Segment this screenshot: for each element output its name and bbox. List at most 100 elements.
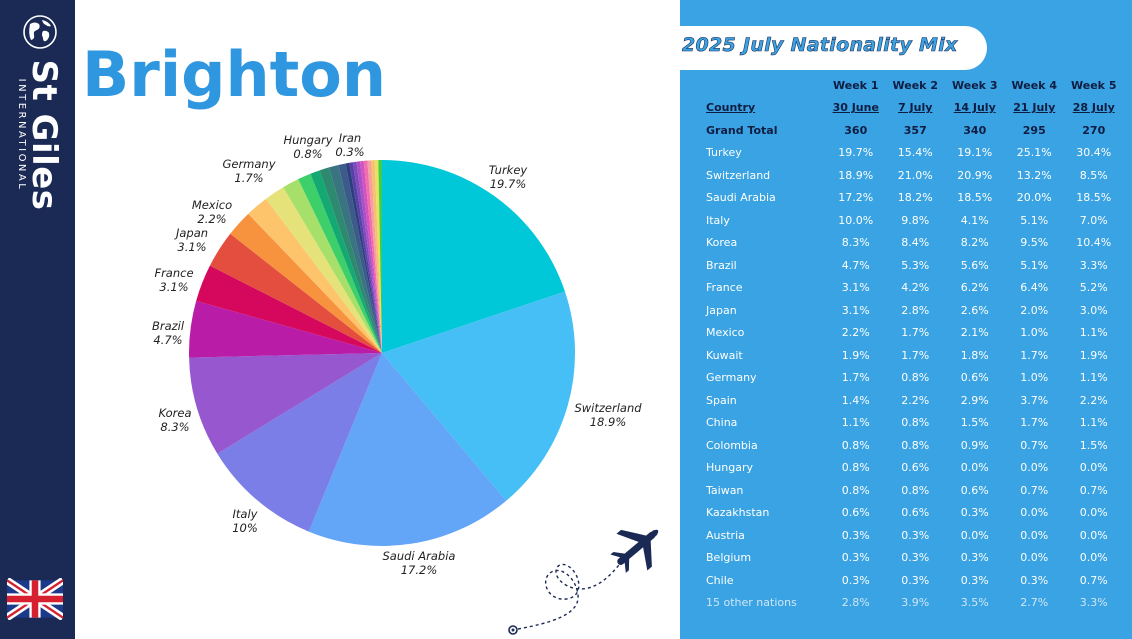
pct-value: 0.6%	[901, 461, 930, 475]
pct-value: 0.6%	[841, 506, 870, 520]
pie-slice-spain	[283, 179, 382, 353]
pct-value: 2.2%	[841, 326, 870, 340]
pie-label-name: Mexico	[192, 198, 232, 212]
table-row: Chile 0.3% 0.3% 0.3% 0.3% 0.7%	[700, 569, 1124, 592]
date-header: 7 July	[898, 101, 933, 115]
pct-value: 6.2%	[960, 281, 989, 295]
data-panel	[680, 0, 1132, 639]
pct-value: 1.8%	[960, 348, 989, 362]
pie-label-pct: 3.1%	[177, 240, 206, 254]
pct-value: 17.2%	[838, 191, 874, 205]
table-row: Kuwait 1.9% 1.7% 1.8% 1.7% 1.9%	[700, 344, 1124, 367]
pie-label-pct: 18.9%	[590, 415, 627, 429]
pct-value: 0.6%	[960, 371, 989, 385]
pct-value: 3.5%	[960, 596, 989, 610]
pct-value: 0.3%	[1020, 573, 1049, 587]
pie-label-pct: 4.7%	[153, 333, 182, 347]
pct-value: 0.0%	[1020, 528, 1049, 542]
date-header: 21 July	[1013, 101, 1056, 115]
country-name: Italy	[706, 213, 730, 227]
pct-value: 1.1%	[1079, 416, 1108, 430]
pct-value: 2.8%	[841, 596, 870, 610]
pct-value: 5.1%	[1020, 213, 1049, 227]
pct-value: 0.8%	[901, 416, 930, 430]
table-row: Japan 3.1% 2.8% 2.6% 2.0% 3.0%	[700, 299, 1124, 322]
pie-slice-switzerland	[382, 291, 575, 501]
pie-label-name: Germany	[222, 157, 275, 171]
pct-value: 0.0%	[1020, 551, 1049, 565]
country-name: Turkey	[706, 146, 742, 160]
pct-value: 7.0%	[1079, 213, 1108, 227]
pct-value: 2.2%	[901, 393, 930, 407]
pie-label-pct: 10%	[232, 521, 258, 535]
pct-value: 0.8%	[901, 371, 930, 385]
airplane-icon	[508, 529, 659, 635]
pct-value: 20.0%	[1016, 191, 1052, 205]
pct-value: 1.7%	[841, 371, 870, 385]
pct-value: 1.0%	[1020, 371, 1049, 385]
week-header: Week 2	[892, 78, 938, 92]
pie-label-name: Saudi Arabia	[383, 549, 456, 563]
pie-slice-other-1	[356, 161, 382, 353]
pie-label-pct: 19.7%	[490, 177, 527, 191]
table-row: China 1.1% 0.8% 1.5% 1.7% 1.1%	[700, 412, 1124, 435]
country-name: Switzerland	[706, 168, 771, 182]
pct-value: 0.3%	[960, 506, 989, 520]
date-header: 28 July	[1072, 101, 1115, 115]
pie-label-name: Japan	[174, 226, 208, 240]
pie-label-pct: 3.1%	[159, 280, 188, 294]
country-name: China	[706, 416, 738, 430]
pct-value: 4.2%	[901, 281, 930, 295]
pie-label-pct: 0.3%	[335, 145, 364, 159]
pie-slice-iran	[378, 160, 382, 353]
pct-value: 2.6%	[960, 303, 989, 317]
pie-slice-colombia	[310, 170, 382, 353]
pct-value: 10.4%	[1076, 236, 1112, 250]
pie-label-pct: 0.8%	[293, 147, 322, 161]
pct-value: 3.0%	[1079, 303, 1108, 317]
date-header-row: Country 30 June 7 July 14 July 21 July 28 Jul…	[700, 97, 1124, 120]
country-name: Japan	[706, 303, 737, 317]
table-row: Kazakhstan 0.6% 0.6% 0.3% 0.0% 0.0%	[700, 502, 1124, 525]
week-header: Week 4	[1011, 78, 1057, 92]
pct-value: 2.9%	[960, 393, 989, 407]
country-name: Korea	[706, 236, 738, 250]
pie-slice-taiwan	[328, 164, 382, 353]
pct-value: 18.5%	[1076, 191, 1112, 205]
pct-value: 2.2%	[1079, 393, 1108, 407]
pct-value: 0.8%	[841, 483, 870, 497]
pct-value: 1.1%	[1079, 326, 1108, 340]
country-name: Mexico	[706, 326, 745, 340]
grand-total-value: 295	[1022, 123, 1046, 137]
grand-total-value: 360	[844, 123, 868, 137]
pct-value: 8.2%	[960, 236, 989, 250]
pie-slice-germany	[265, 187, 382, 353]
pct-value: 0.7%	[1079, 483, 1108, 497]
pct-value: 5.1%	[1020, 258, 1049, 272]
pct-value: 3.3%	[1079, 596, 1108, 610]
pct-value: 1.1%	[1079, 371, 1108, 385]
pct-value: 9.8%	[901, 213, 930, 227]
pie-slice-turkey	[382, 160, 565, 353]
pie-slice-japan	[209, 233, 382, 353]
pct-value: 13.2%	[1016, 168, 1052, 182]
pct-value: 18.5%	[957, 191, 993, 205]
header-corner	[700, 74, 826, 97]
table-row: Austria 0.3% 0.3% 0.0% 0.0% 0.0%	[700, 524, 1124, 547]
pie-label-name: Italy	[233, 507, 258, 521]
pie-label-pct: 8.3%	[160, 420, 189, 434]
pie-label-name: France	[154, 266, 193, 280]
grand-total-value: 270	[1082, 123, 1106, 137]
table-row: Italy 10.0% 9.8% 4.1% 5.1% 7.0%	[700, 209, 1124, 232]
pie-slice-other-6	[374, 160, 382, 353]
country-name: Brazil	[706, 258, 737, 272]
pct-value: 0.9%	[960, 438, 989, 452]
pct-value: 2.0%	[1020, 303, 1049, 317]
pct-value: 1.5%	[960, 416, 989, 430]
pct-value: 9.5%	[1020, 236, 1049, 250]
pct-value: 0.3%	[901, 528, 930, 542]
pct-value: 18.2%	[897, 191, 933, 205]
pie-slice-france	[196, 265, 382, 353]
pct-value: 0.7%	[1020, 483, 1049, 497]
country-name: Belgium	[706, 551, 752, 565]
